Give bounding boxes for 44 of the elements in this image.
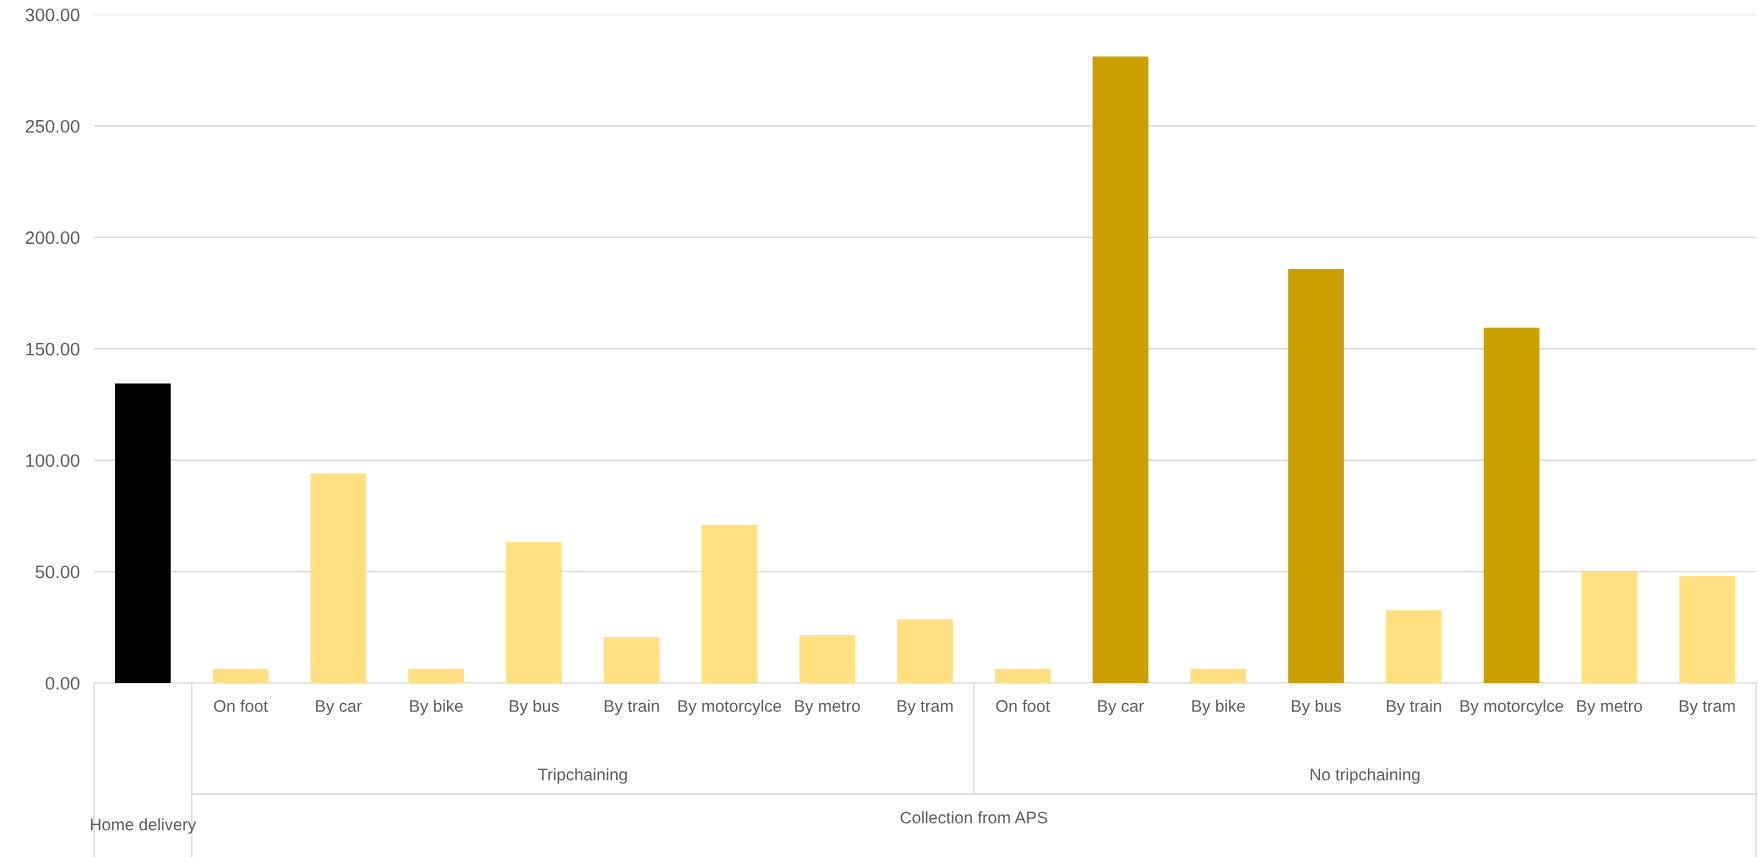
bar bbox=[115, 383, 171, 683]
y-tick-label: 100.00 bbox=[26, 454, 80, 467]
text: Collection from APS bbox=[900, 811, 1048, 824]
x-tick-label: By train bbox=[604, 699, 659, 716]
x-tick-label: By car bbox=[1098, 700, 1144, 716]
bar bbox=[603, 637, 660, 683]
x-tick-label: By bike bbox=[410, 699, 463, 716]
x-tick-label: By train bbox=[1386, 699, 1441, 716]
x-tick-label: On foot bbox=[214, 699, 268, 712]
bar bbox=[1385, 610, 1442, 683]
text: No tripchaining bbox=[1310, 768, 1420, 784]
y-tick-label: 0.00 bbox=[45, 676, 80, 690]
y-tick-label: 50.00 bbox=[35, 565, 80, 579]
x-tick-label: By car bbox=[316, 700, 362, 716]
x-tick-label: By bus bbox=[509, 699, 559, 716]
bar bbox=[1288, 269, 1344, 683]
bar bbox=[310, 473, 367, 683]
x-tick-label: On foot bbox=[996, 699, 1050, 712]
bar bbox=[408, 668, 465, 683]
bar bbox=[799, 634, 856, 683]
x-tick-label: By metro bbox=[1577, 700, 1642, 716]
bar bbox=[506, 542, 562, 683]
bar bbox=[701, 524, 758, 683]
y-tick-label: 250.00 bbox=[25, 119, 80, 133]
x-tick-label: By metro bbox=[795, 700, 860, 716]
text: Home delivery bbox=[90, 818, 197, 834]
x-tick-label: By bike bbox=[1192, 699, 1245, 716]
y-tick-label: 300.00 bbox=[25, 8, 80, 22]
y-tick-label: 200.00 bbox=[25, 231, 80, 245]
bar bbox=[994, 668, 1051, 683]
bar bbox=[212, 668, 269, 683]
bar bbox=[1190, 668, 1247, 683]
bar bbox=[1483, 327, 1540, 683]
x-tick-label: By motorcylce bbox=[678, 699, 782, 716]
bar bbox=[1581, 571, 1638, 683]
x-tick-label: By tram bbox=[897, 700, 953, 716]
x-tick-label: By tram bbox=[1679, 700, 1735, 716]
bar bbox=[1679, 576, 1735, 683]
bar bbox=[1092, 56, 1149, 683]
y-tick-label: 150.00 bbox=[26, 342, 80, 356]
bar bbox=[897, 619, 953, 683]
text: Tripchaining bbox=[538, 768, 627, 784]
x-tick-label: By motorcylce bbox=[1460, 699, 1564, 716]
x-tick-label: By bus bbox=[1291, 699, 1341, 716]
